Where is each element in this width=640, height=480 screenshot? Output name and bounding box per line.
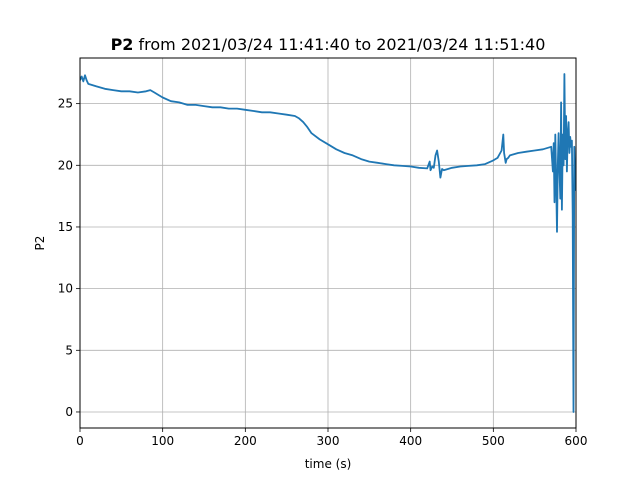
- x-tick-label: 600: [565, 434, 588, 448]
- y-tick-label: 0: [65, 405, 73, 419]
- x-tick-label: 400: [399, 434, 422, 448]
- x-axis-label: time (s): [305, 457, 352, 471]
- x-tick-label: 500: [482, 434, 505, 448]
- grid-lines: [79, 58, 577, 428]
- x-tick-label: 200: [234, 434, 257, 448]
- chart-title: P2 from 2021/03/24 11:41:40 to 2021/03/2…: [111, 35, 546, 54]
- x-tick-label: 0: [76, 434, 84, 448]
- y-tick-label: 15: [58, 220, 73, 234]
- y-tick-label: 20: [58, 158, 73, 172]
- chart-title-bold: P2: [111, 35, 134, 54]
- y-axis-label: P2: [33, 236, 47, 251]
- x-tick-label: 300: [317, 434, 340, 448]
- y-tick-label: 5: [65, 343, 73, 357]
- series-line-p2: [80, 73, 576, 413]
- x-axis-ticks: 0 100 200 300 400 500 600: [76, 428, 587, 448]
- chart-title-rest: from 2021/03/24 11:41:40 to 2021/03/24 1…: [133, 35, 545, 54]
- series-group: [80, 73, 576, 413]
- y-axis-ticks: 0 5 10 15 20 25: [58, 97, 80, 419]
- y-tick-label: 25: [58, 97, 73, 111]
- x-tick-label: 100: [151, 434, 174, 448]
- y-tick-label: 10: [58, 282, 73, 296]
